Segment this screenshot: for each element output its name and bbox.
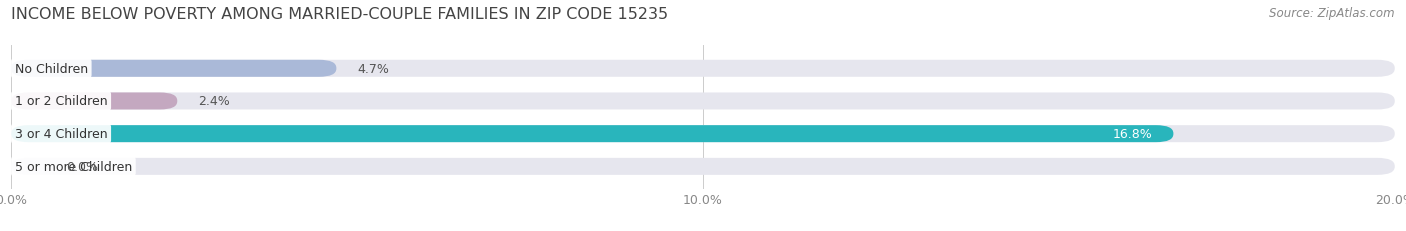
Text: INCOME BELOW POVERTY AMONG MARRIED-COUPLE FAMILIES IN ZIP CODE 15235: INCOME BELOW POVERTY AMONG MARRIED-COUPL… [11,7,668,22]
Text: 16.8%: 16.8% [1114,128,1153,140]
Text: 5 or more Children: 5 or more Children [14,160,132,173]
FancyBboxPatch shape [11,93,1395,110]
FancyBboxPatch shape [11,126,1395,143]
FancyBboxPatch shape [11,61,1395,77]
Text: 4.7%: 4.7% [357,63,389,76]
Text: No Children: No Children [14,63,87,76]
FancyBboxPatch shape [11,126,1174,143]
Text: 0.0%: 0.0% [66,160,98,173]
FancyBboxPatch shape [11,158,1395,175]
Text: Source: ZipAtlas.com: Source: ZipAtlas.com [1270,7,1395,20]
FancyBboxPatch shape [11,93,177,110]
Text: 1 or 2 Children: 1 or 2 Children [14,95,107,108]
Text: 3 or 4 Children: 3 or 4 Children [14,128,107,140]
Text: 2.4%: 2.4% [198,95,229,108]
FancyBboxPatch shape [11,61,336,77]
